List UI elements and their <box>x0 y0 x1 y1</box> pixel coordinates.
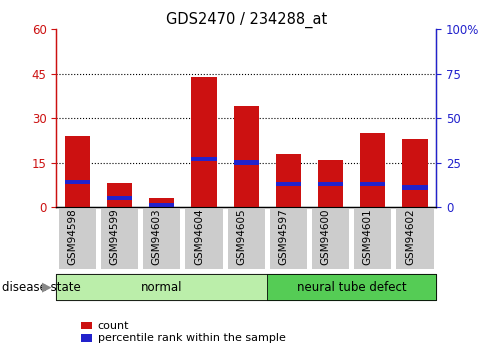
Bar <box>360 182 386 186</box>
Text: GSM94598: GSM94598 <box>68 209 77 265</box>
Bar <box>276 182 301 186</box>
Text: GSM94605: GSM94605 <box>236 209 246 265</box>
Bar <box>65 180 90 184</box>
Text: neural tube defect: neural tube defect <box>297 281 407 294</box>
Text: GSM94600: GSM94600 <box>320 209 331 265</box>
Bar <box>107 183 132 207</box>
Bar <box>318 160 343 207</box>
Bar <box>234 160 259 165</box>
Text: GSM94601: GSM94601 <box>363 209 373 265</box>
Text: GSM94597: GSM94597 <box>278 209 289 265</box>
Text: GSM94599: GSM94599 <box>110 209 120 265</box>
Bar <box>234 106 259 207</box>
Text: GSM94604: GSM94604 <box>194 209 204 265</box>
Bar <box>402 185 428 190</box>
Text: disease state: disease state <box>2 281 81 294</box>
Title: GDS2470 / 234288_at: GDS2470 / 234288_at <box>166 12 327 28</box>
Bar <box>107 196 132 200</box>
Text: normal: normal <box>141 281 183 294</box>
Text: count: count <box>98 321 129 331</box>
Text: GSM94603: GSM94603 <box>152 209 162 265</box>
Text: GSM94602: GSM94602 <box>405 209 415 265</box>
Bar <box>192 77 217 207</box>
Bar <box>192 157 217 161</box>
Bar <box>149 198 174 207</box>
Bar <box>402 139 428 207</box>
Text: ▶: ▶ <box>42 281 51 294</box>
Text: percentile rank within the sample: percentile rank within the sample <box>98 333 285 343</box>
Bar <box>65 136 90 207</box>
Bar <box>276 154 301 207</box>
Bar <box>360 133 386 207</box>
Bar <box>318 182 343 186</box>
Bar <box>149 203 174 207</box>
